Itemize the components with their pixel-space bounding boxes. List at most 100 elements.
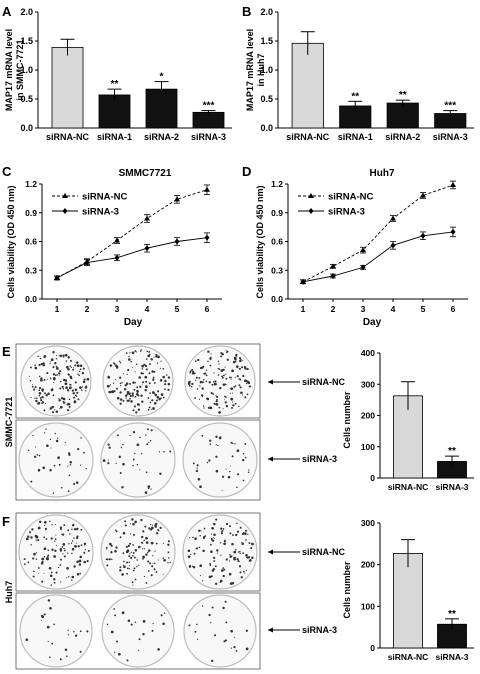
panel-f-colony-dot: [129, 565, 131, 567]
panel-f-colony-dot: [157, 528, 159, 531]
panel-e-colony-dot: [137, 403, 140, 406]
panel-e-colony-dot: [34, 397, 36, 399]
panel-e-colony-dot: [37, 468, 41, 472]
panel-e-colony-dot: [242, 359, 244, 361]
panel-f-colony-dot: [222, 567, 225, 570]
panel-e-colony-dot: [55, 410, 59, 413]
panel-f-colony-dot: [55, 544, 57, 546]
panel-e-colony-dot: [53, 464, 56, 467]
panel-f-colony-dot: [122, 564, 125, 566]
chart-c-series-line-sirna-3: [56, 237, 208, 279]
panel-e-colony-dot: [132, 458, 135, 461]
panel-e-colony-dot: [236, 486, 238, 489]
panel-f-colony-dot: [64, 549, 66, 552]
panel-f-colony-dot: [236, 530, 240, 533]
panel-e-colony-dot: [206, 461, 209, 464]
panel-e-colony-dot: [164, 388, 166, 391]
panel-e-colony-dot: [153, 356, 155, 358]
chart-e-x-tick-label: siRNA-NC: [388, 482, 429, 492]
chart-a-x-tick-label: siRNA-1: [97, 132, 132, 142]
panel-e-colony-dot: [240, 358, 242, 361]
panel-e-colony-dot: [78, 370, 81, 373]
chart-a-y-tick-label: 0.0: [20, 123, 33, 133]
panel-f-colony-dot: [245, 539, 247, 541]
panel-e-colony-dot: [213, 402, 216, 405]
panel-f-ylabel: Cells number: [342, 561, 352, 619]
panel-e-colony-dot: [145, 471, 148, 474]
panel-e-colony-dot: [218, 436, 222, 440]
panel-f-colony-dot: [216, 552, 219, 554]
panel-f-colony-dot: [143, 539, 145, 542]
panel-e-arrow-bottom-label: siRNA-3: [302, 454, 337, 464]
panel-e-colony-dot: [86, 377, 90, 381]
panel-e-colony-dot: [234, 357, 237, 361]
panel-e-colony-dot: [147, 354, 151, 358]
panel-e-colony-dot: [77, 448, 80, 451]
panel-e-colony-dot: [149, 440, 152, 442]
panel-e-colony-dot: [72, 392, 75, 395]
chart-b-y-tick-label: 0.5: [260, 94, 273, 104]
panel-e-colony-dot: [238, 367, 241, 370]
panel-e-colony-dot: [225, 373, 227, 375]
panel-e-colony-dot: [58, 355, 60, 357]
panel-e-colony-dot: [46, 444, 49, 448]
panel-e-colony-dot: [230, 441, 233, 444]
panel-e-colony-dot: [81, 386, 84, 388]
panel-f-colony-dot: [145, 553, 148, 556]
panel-f-colony-dot: [78, 559, 82, 563]
chart-a-bar: [192, 111, 225, 129]
panel-e-colony-dot: [217, 444, 219, 447]
panel-f-colony-dot: [122, 531, 126, 535]
panel-e-colony-dot: [134, 452, 136, 455]
panel-f-colony-dot: [79, 572, 82, 575]
panel-e-colony-dot: [230, 397, 234, 401]
panel-e-colony-dot: [43, 432, 46, 434]
panel-e-colony-dot: [109, 384, 111, 386]
panel-e-colony-dot: [232, 401, 234, 403]
panel-e-colony-dot: [160, 393, 164, 396]
panel-f-colony-dot: [84, 549, 87, 551]
panel-e-colony-dot: [201, 381, 204, 384]
panel-e-colony-dot: [79, 386, 82, 389]
panel-e-colony-dot: [162, 375, 165, 379]
panel-e-colony-dot: [66, 409, 70, 412]
panel-f-colony-dot: [224, 539, 226, 541]
panel-e-colony-dot: [44, 392, 46, 395]
panel-e-colony-dot: [115, 378, 117, 380]
panel-f-colony-dot: [214, 634, 217, 637]
panel-f-colony-dot: [136, 565, 138, 568]
panel-f-colony-dot: [225, 522, 229, 526]
panel-f-colony-dot: [202, 549, 205, 553]
chart-c-point: [174, 196, 180, 202]
panel-f-colony-dot: [233, 645, 236, 649]
panel-e-colony-dot: [231, 392, 233, 394]
panel-f-colony-dot: [210, 537, 213, 540]
panel-e-colony-dot: [81, 372, 85, 375]
chart-d-legend-marker: [308, 193, 314, 198]
panel-f-colony-dot: [43, 572, 45, 574]
panel-f-colony-dot: [245, 629, 248, 632]
panel-e-colony-dot: [234, 360, 237, 362]
chart-b-bar: [291, 42, 324, 129]
panel-e-colony-dot: [119, 472, 122, 474]
panel-f-colony-dot: [105, 558, 107, 560]
chart-f-y-tick-label: 100: [361, 601, 375, 611]
panel-f-colony-dot: [41, 580, 44, 583]
panel-e-colony-dot: [148, 351, 151, 353]
panel-e-colony-dot: [144, 364, 148, 368]
panel-f-colony-dot: [150, 574, 153, 577]
panel-f-colony-dot: [235, 548, 237, 551]
chart-e-y-tick-label: 0: [370, 473, 375, 483]
panel-e-colony-dot: [33, 388, 36, 391]
panel-f-colony-dot: [220, 579, 223, 583]
panel-f-colony-dot: [67, 629, 69, 631]
panel-f-colony-dot: [46, 557, 49, 561]
panel-f-colony-dot: [132, 569, 135, 572]
panel-e-colony-dot: [59, 370, 62, 373]
panel-f-colony-dot: [229, 525, 231, 528]
chart-b-significance-label: **: [399, 90, 407, 101]
panel-e-colony-dot: [49, 438, 52, 440]
panel-f-colony-dot: [140, 518, 143, 522]
panel-e-colony-dot: [107, 459, 110, 461]
panel-e-colony-dot: [134, 381, 136, 384]
